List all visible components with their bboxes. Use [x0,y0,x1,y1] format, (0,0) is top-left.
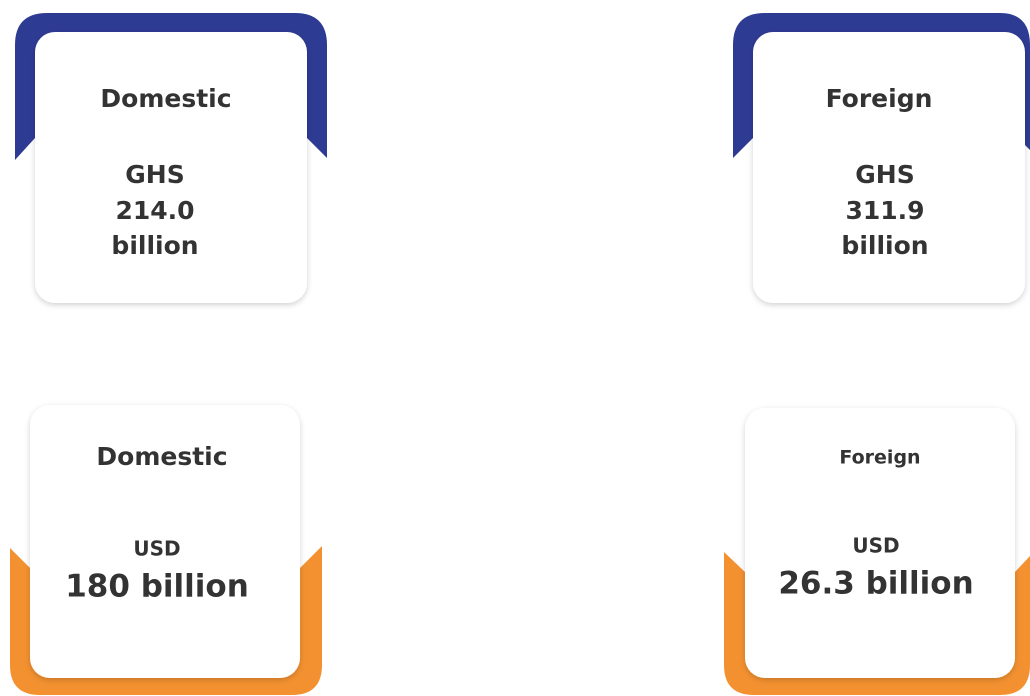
card-value: USD [133,537,180,561]
card-value: 311.9 [845,196,924,225]
card-value: GHS [125,160,184,189]
card [35,32,307,303]
card-value: USD [852,534,899,558]
card-value: 214.0 [115,196,194,225]
card-value: GHS [855,160,914,189]
card-value: 180 billion [65,569,249,605]
card-value: billion [841,231,928,260]
card-title: Foreign [839,447,920,469]
card [30,405,300,678]
card-title: Foreign [826,84,933,113]
card-value: billion [111,231,198,260]
card-value: 26.3 billion [778,566,973,602]
card-title: Domestic [100,84,231,113]
card [753,32,1025,303]
card-title: Domestic [96,442,227,471]
card [745,408,1015,678]
